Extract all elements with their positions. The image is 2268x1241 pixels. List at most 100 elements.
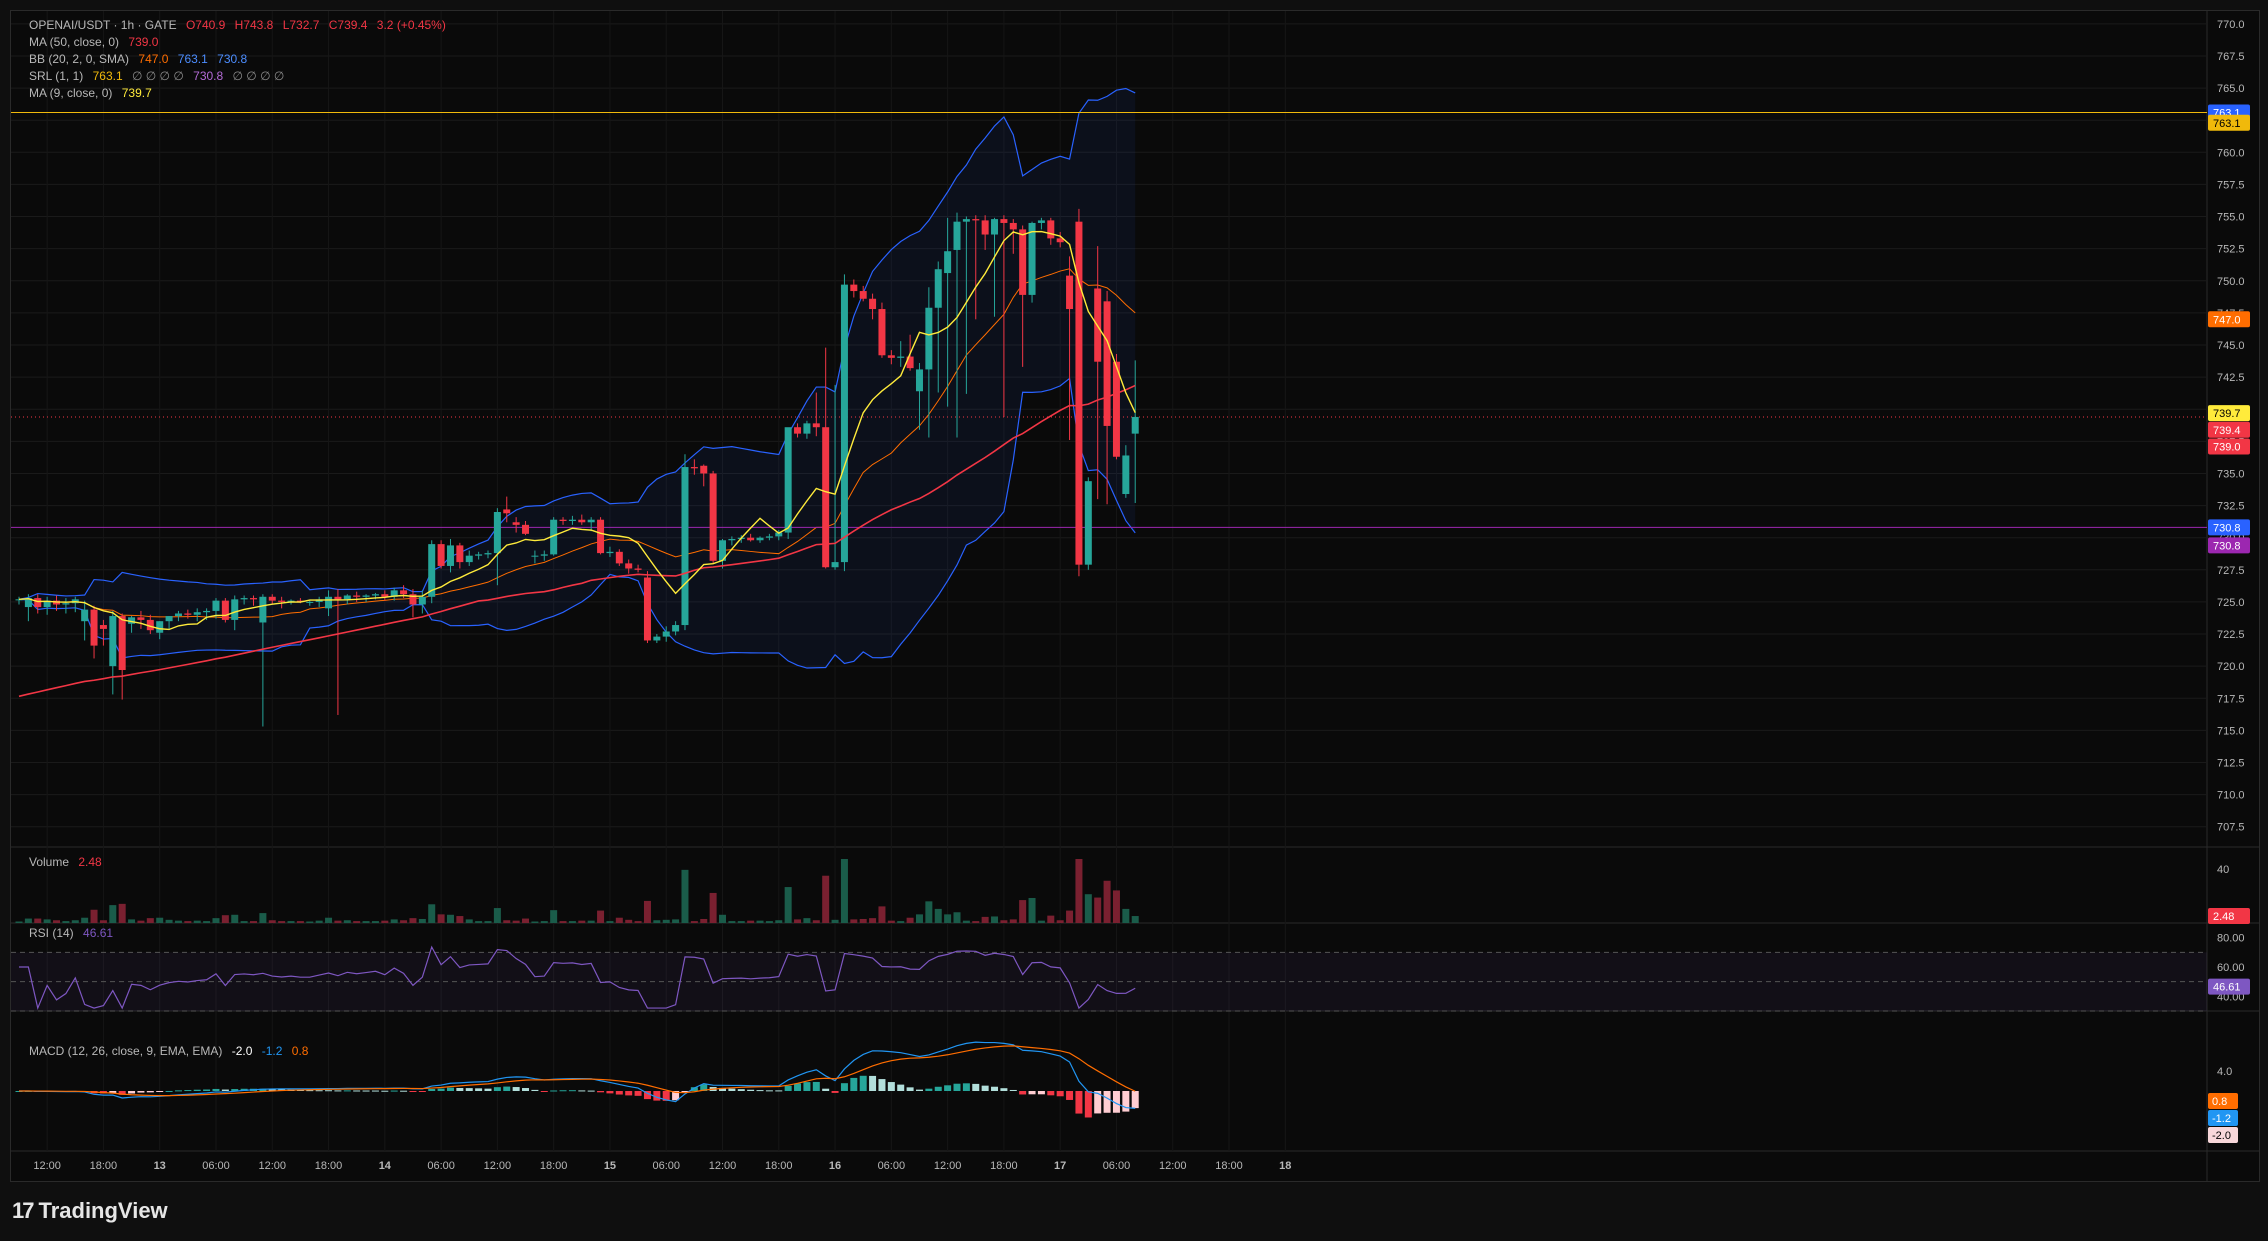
macd-histogram-bar xyxy=(869,1075,877,1091)
volume-bar xyxy=(287,921,295,923)
price-tick-label: 725.0 xyxy=(2217,597,2245,609)
volume-bar xyxy=(709,892,717,923)
price-tick-label: 752.5 xyxy=(2217,244,2245,256)
macd-histogram-bar xyxy=(653,1091,661,1101)
volume-bar xyxy=(118,903,126,923)
candle-body xyxy=(681,467,689,626)
volume-bar xyxy=(737,921,745,923)
candle-body xyxy=(981,220,989,235)
volume-bar xyxy=(1131,916,1139,923)
macd-histogram-bar xyxy=(719,1087,726,1091)
volume-bar xyxy=(953,912,961,923)
candle-body xyxy=(756,537,764,541)
time-tick-label: 18:00 xyxy=(765,1160,793,1172)
candle-body xyxy=(897,356,905,358)
candle-body xyxy=(512,522,520,525)
macd-histogram-bar xyxy=(128,1091,136,1094)
candle-body xyxy=(972,219,980,221)
candle-body xyxy=(869,298,877,310)
chart-canvas[interactable]: 770.0767.5765.0762.5760.0757.5755.0752.5… xyxy=(11,11,2259,1181)
ma50-legend[interactable]: MA (50, close, 0) 739.0 xyxy=(29,35,164,49)
candle xyxy=(1000,215,1008,417)
candle-body xyxy=(944,251,952,274)
candle-body xyxy=(822,427,830,568)
candle-body xyxy=(343,595,351,600)
tradingview-logo-icon: 17 xyxy=(12,1198,35,1223)
macd-axis-tick: 4.0 xyxy=(2217,1066,2232,1078)
candle xyxy=(128,616,136,633)
candle-body xyxy=(653,636,661,641)
macd-histogram-bar xyxy=(812,1081,820,1091)
srl-legend[interactable]: SRL (1, 1) 763.1 ∅ ∅ ∅ ∅ 730.8 ∅ ∅ ∅ ∅ xyxy=(29,69,290,83)
candle-body xyxy=(803,423,811,434)
volume-bar xyxy=(81,917,89,923)
volume-bar xyxy=(878,906,886,923)
macd-histogram-bar xyxy=(831,1091,839,1093)
candle xyxy=(43,596,51,615)
bb-legend[interactable]: BB (20, 2, 0, SMA) 747.0 763.1 730.8 xyxy=(29,52,253,66)
macd-histogram-bar xyxy=(700,1084,708,1091)
candle-body xyxy=(662,631,670,637)
candle xyxy=(643,571,651,644)
time-tick-label: 06:00 xyxy=(427,1160,455,1172)
volume-bar xyxy=(90,909,98,923)
candle-body xyxy=(156,621,164,633)
price-badge xyxy=(2208,519,2250,536)
macd-histogram-bar xyxy=(400,1090,408,1092)
candle xyxy=(353,591,361,602)
macd-histogram-bar xyxy=(418,1091,426,1092)
volume-badge-label: 2.48 xyxy=(2213,911,2234,923)
candle xyxy=(34,594,42,614)
candle-body xyxy=(540,554,548,556)
candle-body xyxy=(568,519,576,521)
macd-label: MACD (12, 26, close, 9, EMA, EMA) xyxy=(29,1044,223,1058)
candle xyxy=(540,550,548,561)
tradingview-brand[interactable]: 17 TradingView xyxy=(12,1196,168,1226)
macd-histogram-bar xyxy=(540,1091,548,1092)
bollinger-band-fill xyxy=(19,88,1136,669)
candle xyxy=(719,538,726,569)
time-tick-label: 06:00 xyxy=(202,1160,230,1172)
volume-bar xyxy=(1037,920,1045,923)
volume-bar xyxy=(465,919,473,923)
candle xyxy=(1084,477,1092,570)
volume-bar xyxy=(728,921,736,923)
time-tick-label: 12:00 xyxy=(484,1160,512,1172)
candle-body xyxy=(794,427,802,434)
rsi-axis-tick: 60.00 xyxy=(2217,962,2245,974)
volume-bar xyxy=(390,919,398,923)
candle xyxy=(1009,219,1017,254)
volume-bar xyxy=(409,918,417,923)
candle-body xyxy=(615,551,623,564)
candle-body xyxy=(934,269,942,308)
macd-histogram-bar xyxy=(343,1090,351,1092)
ma9-legend[interactable]: MA (9, close, 0) 739.7 xyxy=(29,86,158,100)
rsi-legend[interactable]: RSI (14) 46.61 xyxy=(29,926,119,940)
macd-histogram-bar xyxy=(325,1090,333,1092)
macd-badge xyxy=(2208,1127,2238,1143)
volume-bar xyxy=(1094,897,1102,923)
volume-bar xyxy=(43,919,51,923)
srl-empty-2: ∅ ∅ ∅ ∅ xyxy=(232,69,285,83)
volume-bar xyxy=(906,917,914,923)
candle xyxy=(1019,225,1027,367)
macd-legend[interactable]: MACD (12, 26, close, 9, EMA, EMA) -2.0 -… xyxy=(29,1044,314,1058)
volume-bar xyxy=(53,920,61,923)
volume-bar xyxy=(887,920,895,923)
price-tick-label: 750.0 xyxy=(2217,276,2245,288)
volume-bar xyxy=(306,921,314,923)
macd-hist-value: 0.8 xyxy=(291,1044,309,1058)
candle xyxy=(1047,217,1055,245)
volume-legend[interactable]: Volume 2.48 xyxy=(29,855,108,869)
bb-upper-value: 763.1 xyxy=(177,52,208,66)
macd-histogram-bar xyxy=(109,1091,117,1093)
candle-body xyxy=(231,599,239,620)
candle xyxy=(446,538,454,573)
candle xyxy=(1037,217,1045,230)
macd-histogram-bar xyxy=(15,1091,23,1092)
srl-label: SRL (1, 1) xyxy=(29,69,84,83)
open-value: O740.9 xyxy=(185,18,226,32)
volume-bar xyxy=(962,920,970,923)
candle-body xyxy=(784,427,792,533)
volume-bar xyxy=(109,905,117,923)
